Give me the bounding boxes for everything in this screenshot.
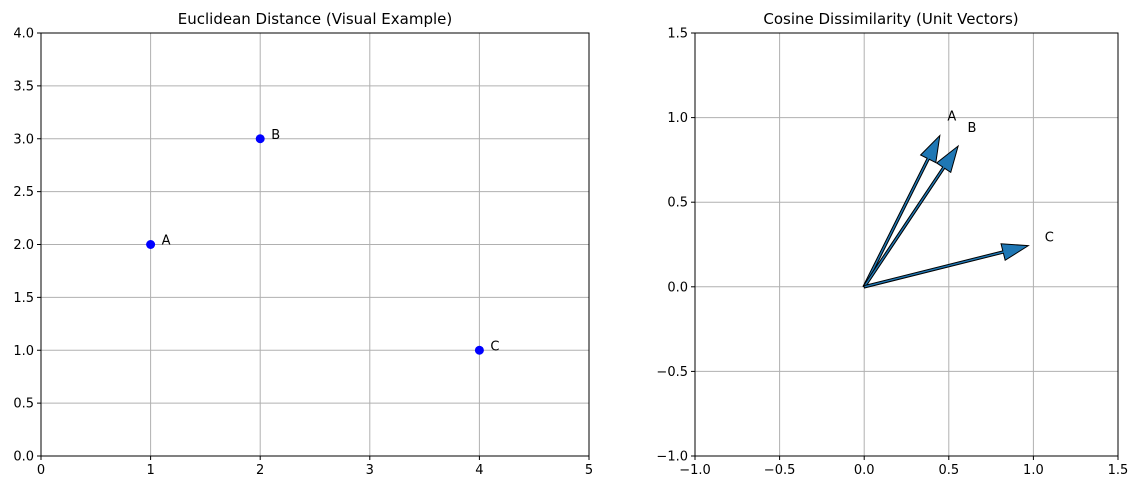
euclidean-y-tick-label: 2.0 xyxy=(13,238,34,253)
euclidean-x-tick-label: 4 xyxy=(475,463,483,478)
cosine-chart: Cosine Dissimilarity (Unit Vectors) −1.0… xyxy=(656,10,1128,478)
euclidean-x-tick-label: 2 xyxy=(256,463,264,478)
point-label-a: A xyxy=(162,234,171,249)
euclidean-y-tick-label: 3.0 xyxy=(13,132,34,147)
vector-c xyxy=(863,243,1030,289)
point-a xyxy=(146,240,156,249)
cosine-y-tick-label: −0.5 xyxy=(656,365,688,380)
euclidean-y-tick-label: 4.0 xyxy=(13,27,34,42)
euclidean-y-tick-label: 0.0 xyxy=(13,450,34,465)
cosine-ticks: −1.0 −0.5 0.0 0.5 1.0 1.5 −1.0 −0.5 0.0 0.5 1.0 1.5 xyxy=(656,27,1128,479)
cosine-x-tick-label: 1.5 xyxy=(1108,463,1129,478)
euclidean-x-tick-label: 0 xyxy=(37,463,45,478)
euclidean-y-tick-label: 0.5 xyxy=(13,397,34,412)
euclidean-points: A B C xyxy=(146,128,499,355)
cosine-x-tick-label: 0.0 xyxy=(854,463,875,478)
euclidean-x-tick-label: 3 xyxy=(366,463,374,478)
vector-b xyxy=(862,144,960,289)
euclidean-x-tick-label: 5 xyxy=(585,463,593,478)
euclidean-plot-frame xyxy=(40,32,590,457)
cosine-y-tick-label: 1.5 xyxy=(667,27,688,42)
vector-a xyxy=(862,134,941,289)
euclidean-ticks: 0 1 2 3 4 5 0.0 0.5 1.0 1.5 2.0 2.5 3.0 3.5 4.0 xyxy=(13,27,593,479)
vector-label-b: B xyxy=(967,121,976,136)
cosine-x-tick-label: −0.5 xyxy=(764,463,796,478)
cosine-y-tick-label: 0.5 xyxy=(667,196,688,211)
euclidean-y-tick-label: 2.5 xyxy=(13,185,34,200)
euclidean-y-tick-label: 3.5 xyxy=(13,79,34,94)
cosine-vectors: AB C xyxy=(862,109,1054,289)
euclidean-x-tick-label: 1 xyxy=(146,463,154,478)
cosine-chart-title: Cosine Dissimilarity (Unit Vectors) xyxy=(763,10,1018,28)
cosine-x-tick-label: 0.5 xyxy=(938,463,959,478)
euclidean-y-tick-label: 1.0 xyxy=(13,344,34,359)
euclidean-chart-title: Euclidean Distance (Visual Example) xyxy=(178,10,452,28)
euclidean-chart: Euclidean Distance (Visual Example) 0 1 2 3… xyxy=(13,10,593,478)
point-c xyxy=(474,345,484,355)
vector-label-a: A xyxy=(947,109,956,124)
cosine-plot-frame xyxy=(694,32,1119,457)
cosine-y-tick-label: −1.0 xyxy=(656,450,688,465)
vector-label-c: C xyxy=(1045,231,1054,246)
cosine-x-tick-label: −1.0 xyxy=(679,463,711,478)
point-label-b: B xyxy=(271,128,280,143)
cosine-y-tick-label: 1.0 xyxy=(667,111,688,126)
cosine-x-tick-label: 1.0 xyxy=(1023,463,1044,478)
euclidean-y-tick-label: 1.5 xyxy=(13,291,34,306)
point-b xyxy=(255,134,265,144)
point-label-c: C xyxy=(490,339,499,354)
cosine-y-tick-label: 0.0 xyxy=(667,280,688,295)
